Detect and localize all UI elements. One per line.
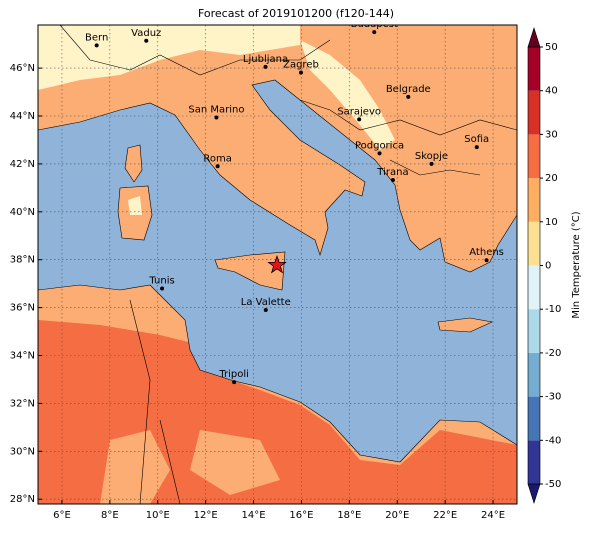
x-tick-label: 20°E — [385, 510, 409, 521]
city-label: San Marino — [188, 104, 244, 115]
city-label: Tripoli — [218, 369, 249, 380]
colorbar-tick-label: -40 — [545, 435, 561, 446]
colorbar-band — [528, 134, 540, 179]
colorbar-tick-label: 20 — [545, 173, 558, 184]
colorbar-tick-label: 40 — [545, 86, 558, 97]
city-dot — [160, 286, 165, 291]
x-tick-label: 14°E — [242, 510, 266, 521]
colorbar-label: Min Temperature (°C) — [571, 211, 582, 318]
colorbar-band — [528, 396, 540, 441]
colorbar-tick-label: 50 — [545, 42, 558, 53]
event-marker — [267, 254, 287, 274]
y-tick-label: 36°N — [10, 303, 35, 314]
colorbar-under — [527, 483, 541, 504]
colorbar-tick-label: 30 — [545, 129, 558, 140]
city-label: Tirana — [376, 167, 408, 178]
y-tick-label: 32°N — [10, 398, 35, 409]
x-tick-label: 24°E — [481, 510, 505, 521]
colorbar-tick-label: -50 — [545, 479, 561, 490]
city-label: Podgorica — [355, 140, 404, 151]
city-label: Sarajevo — [337, 106, 381, 117]
city-dot — [377, 151, 382, 156]
alps-cool-zone — [38, 25, 300, 90]
city-dot — [144, 38, 149, 43]
city-label: Skopje — [415, 151, 448, 162]
city-dot — [474, 145, 479, 150]
x-tick-label: 6°E — [53, 510, 71, 521]
city-dot — [372, 30, 377, 35]
city-label: Belgrade — [386, 84, 431, 95]
sicily — [214, 251, 286, 291]
city-dot — [429, 161, 434, 166]
city-label: Zagreb — [283, 60, 319, 71]
city-label: Vaduz — [131, 28, 161, 39]
y-tick-label: 42°N — [10, 159, 35, 170]
city-dot — [390, 177, 395, 182]
corsica — [124, 144, 143, 183]
colorbar-band — [528, 440, 540, 484]
colorbar-band — [528, 178, 540, 222]
city-dot — [263, 308, 268, 313]
city-dot — [484, 258, 489, 263]
city-label: Ljubljana — [243, 54, 288, 65]
map-frame — [37, 24, 518, 505]
city-label: Tunis — [148, 275, 174, 286]
city-label: Athens — [469, 247, 504, 258]
warm-patch — [100, 430, 280, 504]
x-tick-label: 22°E — [433, 510, 457, 521]
colorbar-tick-label: -10 — [545, 304, 561, 315]
city-dot — [357, 117, 362, 122]
x-tick-label: 12°E — [194, 510, 218, 521]
city-label: Bern — [85, 32, 108, 43]
colorbar-tick-label: -30 — [545, 392, 561, 403]
y-tick-label: 30°N — [10, 446, 35, 457]
x-tick-label: 18°E — [337, 510, 361, 521]
y-tick-label: 44°N — [10, 111, 35, 122]
city-dot — [215, 164, 220, 169]
city-dot — [94, 43, 99, 48]
city-dot — [214, 115, 219, 120]
city-label: Roma — [203, 153, 232, 164]
city-label: La Valette — [241, 297, 291, 308]
y-tick-label: 28°N — [10, 494, 35, 505]
colorbar-band — [528, 47, 540, 91]
borders — [59, 25, 517, 504]
y-tick-label: 38°N — [10, 255, 35, 266]
crete — [437, 317, 493, 333]
colorbar-band — [528, 90, 540, 135]
colorbar-over — [527, 27, 541, 48]
y-tick-label: 46°N — [10, 63, 35, 74]
colorbar-tick-label: -20 — [545, 348, 561, 359]
colorbar-band — [528, 265, 540, 310]
colorbar-band — [528, 309, 540, 353]
city-label: Sofia — [464, 134, 489, 145]
y-tick-label: 34°N — [10, 351, 35, 362]
x-tick-label: 8°E — [101, 510, 119, 521]
map-title: Forecast of 2019101200 (f120-144) — [198, 7, 394, 20]
x-tick-label: 16°E — [289, 510, 313, 521]
colorbar-tick-label: 0 — [545, 261, 551, 272]
balkan-cool-zone — [300, 40, 395, 150]
city-label: Budapest — [351, 19, 398, 30]
city-dot — [406, 94, 411, 99]
colorbar-band — [528, 352, 540, 397]
colorbar-band — [528, 221, 540, 266]
city-dot — [298, 70, 303, 75]
colorbar-tick-label: 10 — [545, 217, 558, 228]
sardinia-cool-zone — [128, 196, 142, 215]
city-dot — [232, 380, 237, 385]
x-tick-label: 10°E — [146, 510, 170, 521]
city-dot — [263, 64, 268, 69]
y-tick-label: 40°N — [10, 207, 35, 218]
